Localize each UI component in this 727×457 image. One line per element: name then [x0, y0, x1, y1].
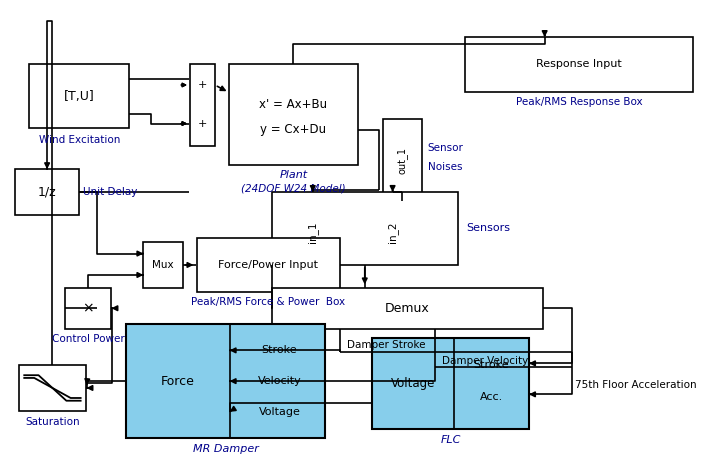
FancyBboxPatch shape	[15, 169, 79, 215]
FancyBboxPatch shape	[272, 288, 543, 329]
FancyBboxPatch shape	[229, 64, 358, 165]
Text: Plant: Plant	[279, 170, 308, 180]
FancyBboxPatch shape	[197, 238, 340, 292]
Text: Peak/RMS Response Box: Peak/RMS Response Box	[515, 97, 642, 107]
Text: +: +	[198, 118, 207, 128]
Text: Peak/RMS Force & Power  Box: Peak/RMS Force & Power Box	[191, 298, 345, 307]
Text: Sensors: Sensors	[466, 223, 510, 234]
Text: Wind Excitation: Wind Excitation	[39, 135, 120, 145]
FancyBboxPatch shape	[382, 119, 422, 201]
FancyBboxPatch shape	[272, 192, 457, 265]
Text: out_1: out_1	[397, 147, 408, 174]
Text: FLC: FLC	[441, 436, 461, 446]
Text: (24DOF W24 Model): (24DOF W24 Model)	[241, 183, 345, 193]
Text: in_1: in_1	[308, 221, 318, 243]
Text: Damper Stroke: Damper Stroke	[347, 340, 425, 350]
Text: Stroke: Stroke	[473, 360, 509, 370]
Text: 1/z: 1/z	[38, 186, 57, 198]
Text: Voltage: Voltage	[259, 407, 300, 417]
FancyBboxPatch shape	[372, 338, 529, 429]
Text: Stroke: Stroke	[262, 345, 297, 356]
Text: Damper Velocity: Damper Velocity	[442, 356, 528, 366]
Text: 75th Floor Acceleration: 75th Floor Acceleration	[575, 380, 697, 390]
FancyBboxPatch shape	[143, 242, 182, 288]
Text: Demux: Demux	[385, 302, 430, 315]
Text: x' = Ax+Bu: x' = Ax+Bu	[260, 98, 327, 111]
Text: Control Power: Control Power	[52, 334, 124, 344]
Text: Sensor: Sensor	[427, 143, 463, 153]
FancyBboxPatch shape	[29, 64, 129, 128]
Text: Noises: Noises	[427, 162, 462, 172]
Text: Unit Delay: Unit Delay	[83, 187, 137, 197]
Text: ×: ×	[82, 301, 94, 315]
FancyBboxPatch shape	[19, 365, 87, 411]
Text: Saturation: Saturation	[25, 417, 80, 427]
Text: Force: Force	[161, 375, 195, 388]
Text: MR Damper: MR Damper	[193, 445, 259, 454]
Text: Voltage: Voltage	[390, 377, 435, 390]
FancyBboxPatch shape	[465, 37, 693, 92]
Text: +: +	[198, 80, 207, 90]
FancyBboxPatch shape	[126, 324, 326, 438]
Text: Response Input: Response Input	[536, 59, 622, 69]
FancyBboxPatch shape	[65, 288, 111, 329]
Text: Acc.: Acc.	[480, 392, 503, 402]
Text: Velocity: Velocity	[257, 376, 302, 386]
FancyBboxPatch shape	[190, 64, 215, 147]
Text: Mux: Mux	[152, 260, 174, 270]
Text: [T,U]: [T,U]	[64, 90, 95, 103]
Text: Force/Power Input: Force/Power Input	[218, 260, 318, 270]
Text: in_2: in_2	[387, 221, 398, 243]
Text: y = Cx+Du: y = Cx+Du	[260, 123, 326, 136]
